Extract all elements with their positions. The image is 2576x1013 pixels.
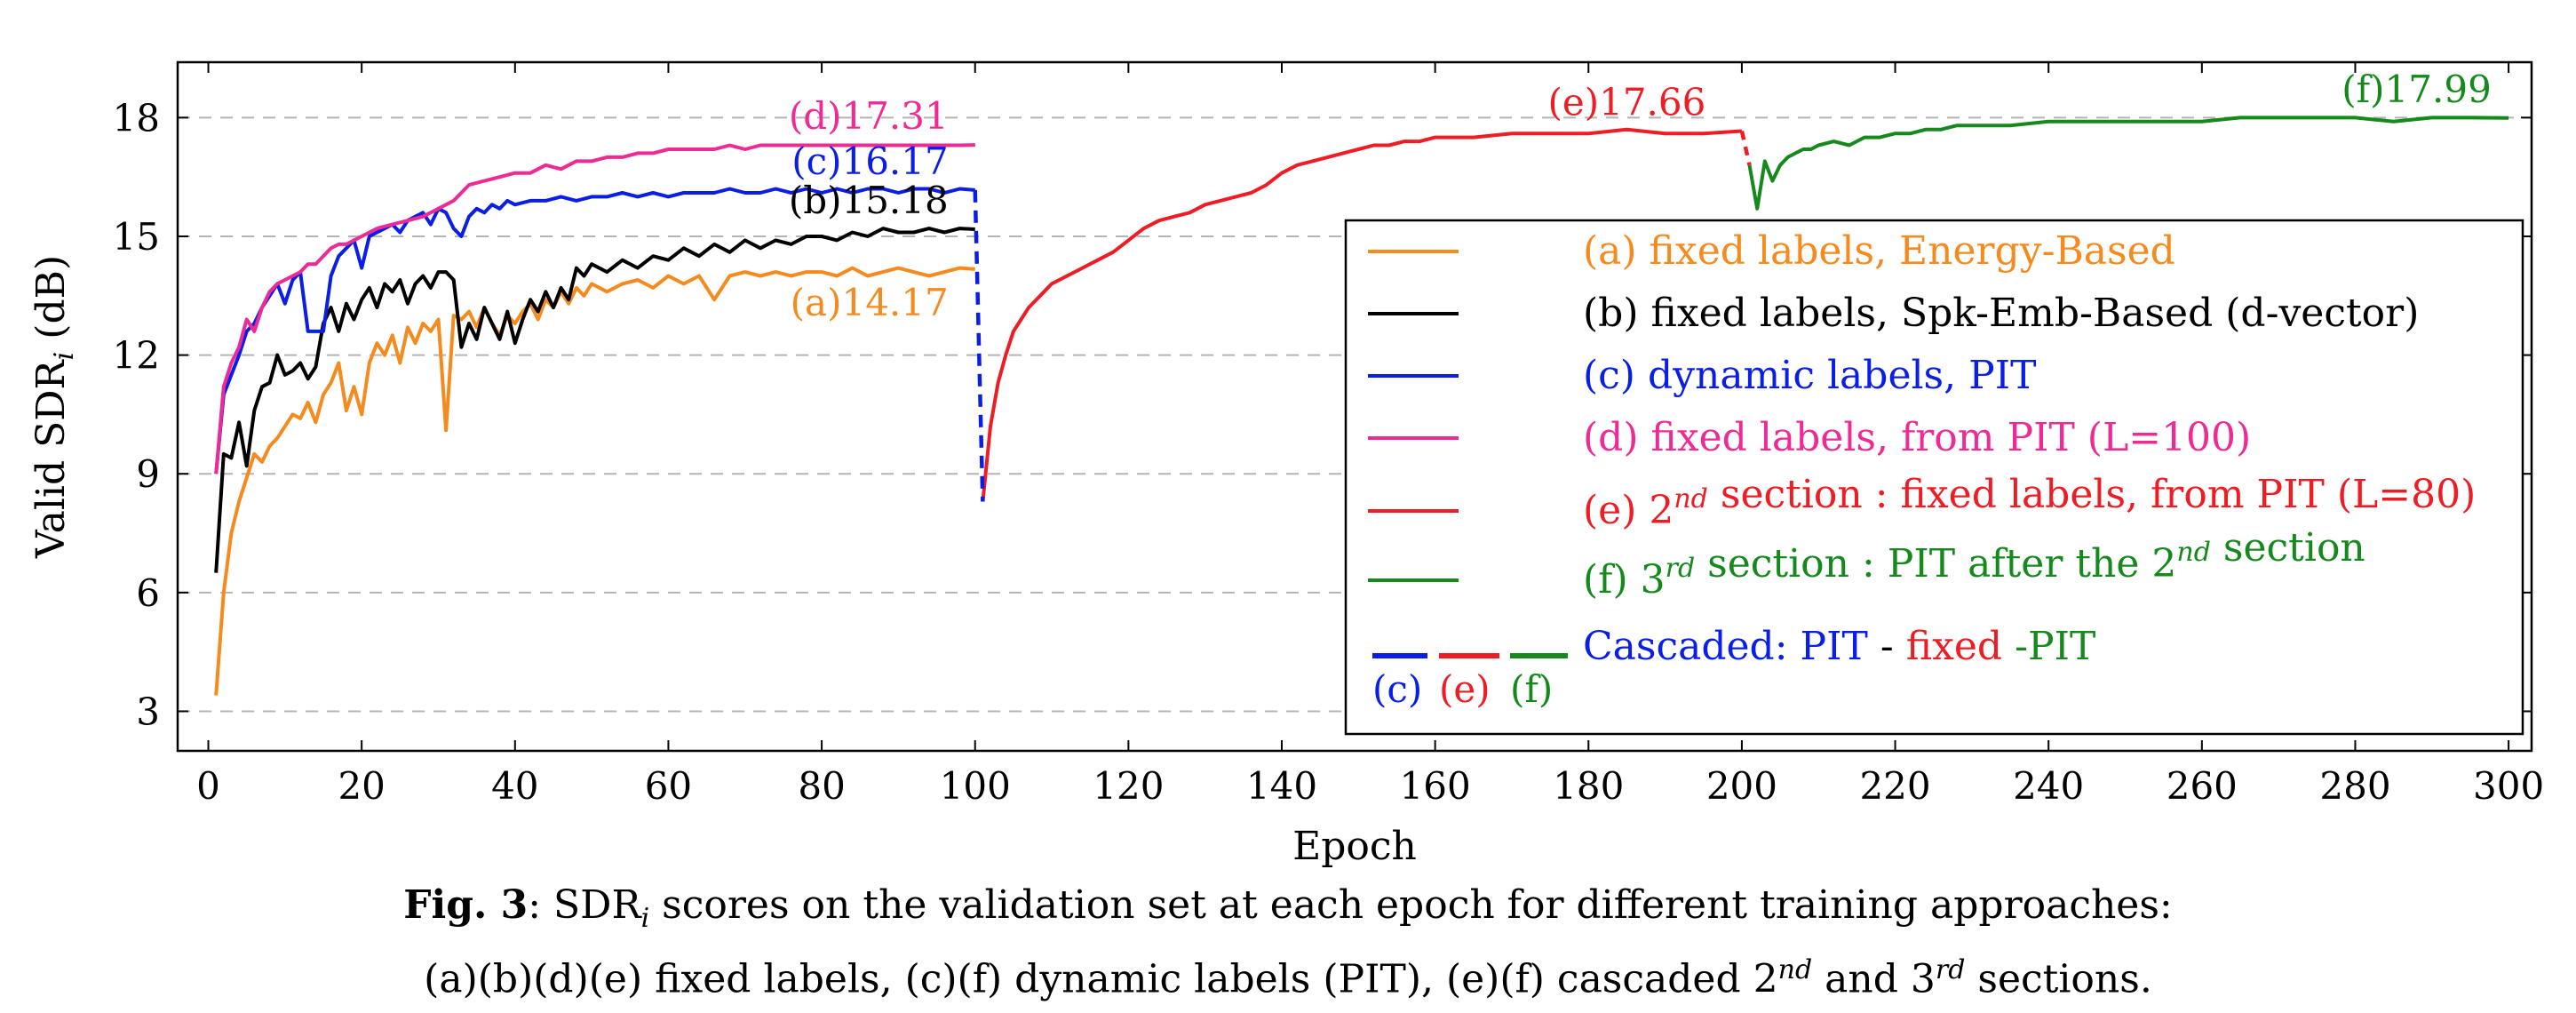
final-value-label-d: (d)17.31 xyxy=(789,94,949,138)
legend-label-e: (e) 2nd section : fixed labels, from PIT… xyxy=(1583,472,2476,533)
x-tick-label: 280 xyxy=(2319,764,2390,808)
y-tick-label: 6 xyxy=(136,571,160,615)
x-tick-label: 180 xyxy=(1553,764,1624,808)
final-value-label-c: (c)16.17 xyxy=(791,140,949,183)
x-tick-label: 200 xyxy=(1706,764,1777,808)
x-tick-label: 260 xyxy=(2167,764,2238,808)
y-tick-label: 15 xyxy=(113,215,160,259)
final-value-label-e: (e)17.66 xyxy=(1547,81,1705,124)
x-tick-label: 140 xyxy=(1246,764,1317,808)
legend-label-f: (f) 3rd section : PIT after the 2nd sect… xyxy=(1583,525,2365,602)
final-value-label-f: (f)17.99 xyxy=(2341,68,2492,111)
series-line-c xyxy=(214,187,975,475)
legend-label-c: (c) dynamic labels, PIT xyxy=(1583,353,2036,398)
caption-line1-rest: scores on the validation set at each epo… xyxy=(649,882,2173,928)
legend-swatch-label-e: (e) xyxy=(1439,667,1491,711)
x-tick-label: 60 xyxy=(645,764,692,808)
series-line-f xyxy=(1747,116,2509,211)
x-tick-label: 20 xyxy=(338,764,385,808)
x-axis-label: Epoch xyxy=(1292,824,1417,869)
plot-frame xyxy=(176,60,2533,753)
series-line-b xyxy=(214,227,975,573)
caption-line1-sub: i xyxy=(640,902,650,934)
legend-swatch-label-c: (c) xyxy=(1372,667,1422,711)
x-tick-label: 0 xyxy=(196,764,220,808)
legend-label-cascaded: Cascaded: PIT - fixed -PIT xyxy=(1583,624,2095,669)
x-tick-label: 160 xyxy=(1400,764,1471,808)
y-tick-label: 12 xyxy=(113,334,160,378)
legend-label-b: (b) fixed labels, Spk-Emb-Based (d-vecto… xyxy=(1583,291,2419,336)
final-value-label-b: (b)15.18 xyxy=(789,179,949,222)
caption-line1-text: : SDR xyxy=(528,882,641,928)
y-axis-label: Valid SDRi (dB) xyxy=(28,255,80,559)
caption-line2-a: (a)(b)(d)(e) fixed labels, (c)(f) dynami… xyxy=(424,956,1778,1002)
caption-line-2: (a)(b)(d)(e) fixed labels, (c)(f) dynami… xyxy=(0,945,2576,1006)
y-tick-label: 9 xyxy=(136,452,160,496)
legend-label-a: (a) fixed labels, Energy-Based xyxy=(1583,228,2175,274)
legend-label-d: (d) fixed labels, from PIT (L=100) xyxy=(1583,415,2251,460)
figure-caption: Fig. 3: SDRi scores on the validation se… xyxy=(0,880,2576,1005)
y-tick-label: 3 xyxy=(136,690,160,733)
legend-box xyxy=(1344,219,2524,736)
x-tick-label: 80 xyxy=(798,764,845,808)
cascade-connector-c-e xyxy=(973,189,985,502)
caption-fig-label: Fig. 3 xyxy=(403,882,529,928)
chart: 0 20 40 60 80 100 120 140 160 180 200 220 240 260 280 3… xyxy=(28,60,2544,869)
legend-swatch-label-f: (f) xyxy=(1510,667,1553,711)
caption-line2-sup2: rd xyxy=(1935,953,1966,985)
caption-line-1: Fig. 3: SDRi scores on the validation se… xyxy=(0,880,2576,945)
final-value-label-a: (a)14.17 xyxy=(791,281,949,324)
caption-line2-b: and 3 xyxy=(1812,956,1936,1002)
y-tick-label: 18 xyxy=(113,96,160,140)
x-tick-label: 240 xyxy=(2013,764,2084,808)
x-tick-label: 300 xyxy=(2473,764,2544,808)
caption-line2-sup1: nd xyxy=(1777,953,1813,985)
series-line-a xyxy=(214,266,975,696)
cascade-connector-e-f xyxy=(1739,131,1752,166)
series-line-e xyxy=(981,127,1743,502)
x-tick-label: 100 xyxy=(940,764,1011,808)
x-tick-label: 40 xyxy=(491,764,538,808)
caption-line2-c: sections. xyxy=(1965,956,2152,1002)
x-tick-label: 220 xyxy=(1859,764,1930,808)
x-tick-label: 120 xyxy=(1093,764,1164,808)
